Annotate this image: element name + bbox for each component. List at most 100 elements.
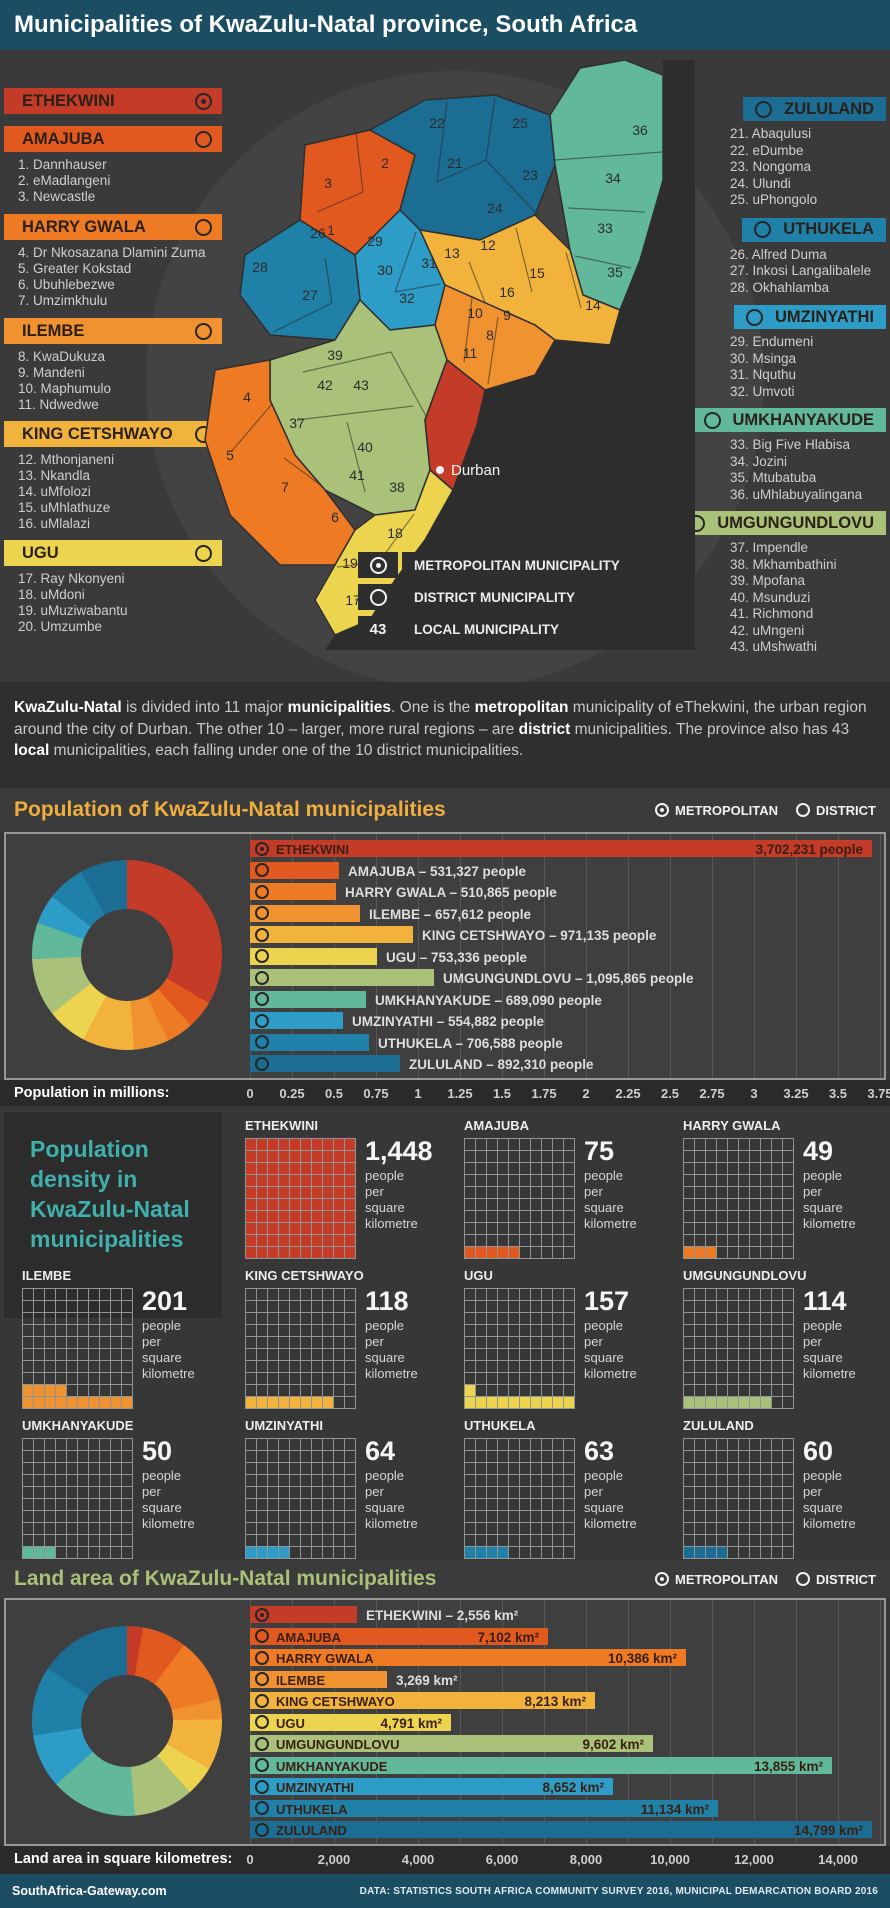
waffle-cell bbox=[563, 1222, 574, 1234]
local-municipality-item: 24. Ulundi bbox=[730, 175, 791, 191]
waffle-cell bbox=[267, 1360, 278, 1372]
waffle-cell bbox=[683, 1534, 694, 1546]
district-icon bbox=[358, 584, 398, 610]
municipality-name: UMKHANYAKUDE bbox=[732, 410, 874, 429]
waffle-cell bbox=[44, 1300, 55, 1312]
waffle-cell bbox=[245, 1186, 256, 1198]
density-unit: people per square kilometre bbox=[584, 1468, 637, 1532]
waffle-cell bbox=[530, 1396, 541, 1408]
waffle-municipality-name: HARRY GWALA bbox=[683, 1118, 781, 1133]
waffle-cell bbox=[519, 1510, 530, 1522]
waffle-cell bbox=[727, 1486, 738, 1498]
municipality-name: UTHUKELA bbox=[783, 220, 874, 238]
map-local-number-32: 32 bbox=[399, 290, 415, 306]
bar-fill: ZULULAND 14,799 km² bbox=[250, 1821, 872, 1838]
density-value: 63 bbox=[584, 1436, 615, 1466]
waffle-cell bbox=[256, 1246, 267, 1258]
waffle-cell bbox=[683, 1360, 694, 1372]
waffle-municipality-name: UMZINYATHI bbox=[245, 1418, 323, 1433]
waffle-cell bbox=[278, 1288, 289, 1300]
waffle-cell bbox=[727, 1150, 738, 1162]
waffle-cell bbox=[683, 1288, 694, 1300]
bar-fill: KING CETSHWAYO 8,213 km² bbox=[250, 1692, 595, 1709]
waffle-cell bbox=[267, 1186, 278, 1198]
waffle-cell bbox=[782, 1162, 793, 1174]
waffle-cell bbox=[110, 1510, 121, 1522]
waffle-cell bbox=[311, 1546, 322, 1558]
waffle-cell bbox=[464, 1474, 475, 1486]
waffle-cell bbox=[683, 1474, 694, 1486]
waffle-cell bbox=[694, 1210, 705, 1222]
bar-label: ZULULAND bbox=[276, 1823, 347, 1838]
waffle-cell bbox=[727, 1246, 738, 1258]
waffle-cell bbox=[738, 1396, 749, 1408]
waffle-cell bbox=[530, 1462, 541, 1474]
waffle-cell bbox=[749, 1138, 760, 1150]
density-unit-line: square bbox=[365, 1500, 405, 1515]
waffle-cell bbox=[333, 1372, 344, 1384]
waffle-cell bbox=[705, 1162, 716, 1174]
waffle-cell bbox=[771, 1312, 782, 1324]
waffle-cell bbox=[530, 1348, 541, 1360]
waffle-cell bbox=[311, 1522, 322, 1534]
waffle-cell bbox=[33, 1348, 44, 1360]
waffle-cell bbox=[519, 1198, 530, 1210]
waffle-cell bbox=[760, 1486, 771, 1498]
density-unit-line: square bbox=[365, 1200, 405, 1215]
waffle-cell bbox=[464, 1174, 475, 1186]
waffle-cell bbox=[508, 1534, 519, 1546]
waffle-cell bbox=[486, 1462, 497, 1474]
bar-label: UMGUNGUNDLOVU bbox=[276, 1737, 400, 1752]
waffle-cell bbox=[486, 1522, 497, 1534]
map-local-number-2: 2 bbox=[381, 155, 389, 171]
waffle-text: 63 people per square kilometre bbox=[584, 1438, 637, 1559]
axis-tick: 3.25 bbox=[783, 1086, 809, 1101]
waffle-cell bbox=[475, 1336, 486, 1348]
waffle-cell bbox=[289, 1486, 300, 1498]
waffle-cell bbox=[464, 1198, 475, 1210]
axis-tick: 3 bbox=[750, 1086, 758, 1101]
waffle-cell bbox=[278, 1510, 289, 1522]
waffle-body: 50 people per square kilometre bbox=[22, 1438, 237, 1559]
waffle-cell bbox=[716, 1150, 727, 1162]
waffle-cell bbox=[508, 1324, 519, 1336]
waffle-cell bbox=[541, 1186, 552, 1198]
local-municipality-item: 34. Jozini bbox=[730, 453, 788, 469]
waffle-cell bbox=[749, 1186, 760, 1198]
waffle-cell bbox=[760, 1498, 771, 1510]
waffle-cell bbox=[760, 1162, 771, 1174]
waffle-cell bbox=[727, 1234, 738, 1246]
waffle-cell bbox=[552, 1396, 563, 1408]
waffle-cell bbox=[333, 1186, 344, 1198]
waffle-cell bbox=[333, 1174, 344, 1186]
metropolitan-icon bbox=[655, 803, 670, 817]
waffle-cell bbox=[749, 1300, 760, 1312]
waffle-cell bbox=[486, 1498, 497, 1510]
gridline bbox=[502, 834, 503, 1078]
district-icon bbox=[255, 1056, 269, 1071]
waffle-cell bbox=[300, 1534, 311, 1546]
waffle-cell bbox=[333, 1222, 344, 1234]
waffle-cell bbox=[289, 1246, 300, 1258]
waffle-cell bbox=[333, 1384, 344, 1396]
waffle-cell bbox=[683, 1300, 694, 1312]
waffle-cell bbox=[563, 1534, 574, 1546]
waffle-cell bbox=[44, 1288, 55, 1300]
waffle-cell bbox=[683, 1138, 694, 1150]
gridline bbox=[460, 834, 461, 1078]
waffle-cell bbox=[344, 1438, 355, 1450]
waffle-cell bbox=[519, 1234, 530, 1246]
waffle-municipality-name: UMGUNGUNDLOVU bbox=[683, 1268, 807, 1283]
waffle-cell bbox=[782, 1324, 793, 1336]
waffle-cell bbox=[497, 1486, 508, 1498]
waffle-cell bbox=[486, 1510, 497, 1522]
waffle-cell bbox=[694, 1462, 705, 1474]
local-boundary-line bbox=[346, 421, 366, 493]
waffle-cell bbox=[486, 1162, 497, 1174]
waffle-cell bbox=[782, 1348, 793, 1360]
waffle-cell bbox=[716, 1534, 727, 1546]
intro-bold-term: district bbox=[518, 720, 571, 738]
waffle-cell bbox=[563, 1474, 574, 1486]
waffle-cell bbox=[771, 1300, 782, 1312]
density-unit-line: per bbox=[584, 1184, 603, 1199]
